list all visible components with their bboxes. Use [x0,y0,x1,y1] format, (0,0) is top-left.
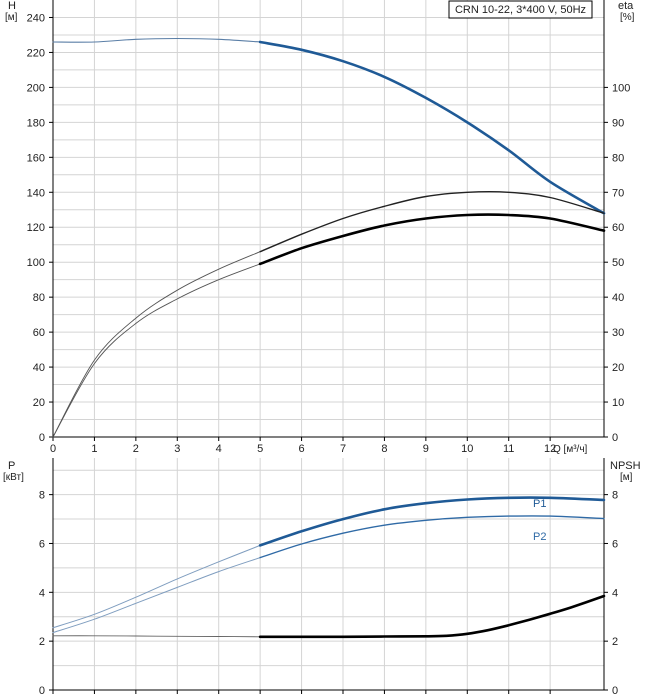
h-axis-label: H [8,0,16,12]
left-tick-label: 20 [33,397,45,409]
left-tick-label: 0 [39,685,45,697]
right-tick-label: 4 [612,587,618,599]
series-line [258,40,606,215]
npsh-axis-label: NPSH [610,460,641,472]
left-tick-label: 2 [39,636,45,648]
legend-p2: P2 [533,531,546,543]
series-line [259,515,605,559]
left-tick-label: 220 [27,47,45,59]
right-tick-label: 6 [612,538,618,550]
series-line [52,544,261,629]
series-line [52,251,261,438]
right-tick-label: 80 [612,152,624,164]
left-tick-label: 40 [33,362,45,374]
series-line [52,263,261,438]
series-line [259,191,605,253]
left-tick-label: 180 [27,117,45,129]
x-tick-label: 5 [257,443,263,455]
series-line [258,213,606,266]
right-tick-label: 2 [612,636,618,648]
x-tick-label: 12 [544,443,556,455]
grid [53,0,604,690]
right-tick-label: 8 [612,490,618,502]
series-line [52,557,261,634]
right-tick-label: 0 [612,685,618,697]
x-tick-label: 11 [503,443,514,455]
series-line [258,496,606,547]
eta-axis-unit: [%] [620,12,635,23]
labels: CRN 10-22, 3*400 V, 50Hz H [м] eta [%] Q… [3,0,641,543]
q-axis-label: Q [м³/ч] [553,444,588,455]
x-tick-label: 8 [381,443,387,455]
h-axis-unit: [м] [5,12,18,23]
left-tick-label: 200 [27,82,45,94]
p-axis-unit: [кВт] [3,472,24,483]
x-tick-label: 10 [461,443,473,455]
x-tick-label: 3 [174,443,180,455]
left-tick-label: 100 [27,257,45,269]
npsh-axis-unit: [м] [620,472,633,483]
right-tick-label: 40 [612,292,624,304]
left-tick-label: 140 [27,187,45,199]
right-tick-label: 0 [612,432,618,444]
right-tick-label: 90 [612,117,624,129]
p-axis-label: P [8,460,15,472]
right-tick-label: 30 [612,327,624,339]
x-tick-label: 1 [91,443,97,455]
legend-p1: P1 [533,498,546,510]
x-tick-label: 4 [216,443,222,455]
left-tick-label: 4 [39,587,45,599]
left-tick-label: 80 [33,292,45,304]
x-tick-label: 7 [340,443,346,455]
x-tick-label: 2 [133,443,139,455]
x-tick-label: 0 [50,443,56,455]
right-tick-label: 100 [612,82,630,94]
left-tick-label: 120 [27,222,45,234]
x-tick-label: 9 [423,443,429,455]
series-line [258,594,606,639]
left-tick-label: 60 [33,327,45,339]
series-line [52,37,261,43]
chart-title: CRN 10-22, 3*400 V, 50Hz [455,4,586,16]
right-tick-label: 20 [612,362,624,374]
axes: 0204060801001201401601802002202400102030… [27,0,630,697]
series-line [52,635,261,638]
right-tick-label: 10 [612,397,624,409]
left-tick-label: 8 [39,490,45,502]
left-tick-label: 240 [27,12,45,24]
left-tick-label: 6 [39,538,45,550]
right-tick-label: 70 [612,187,624,199]
right-tick-label: 60 [612,222,624,234]
title-box [448,0,593,19]
left-tick-label: 160 [27,152,45,164]
eta-axis-label: eta [618,0,634,12]
x-tick-label: 6 [299,443,305,455]
series-lines [52,37,606,639]
left-tick-label: 0 [39,432,45,444]
right-tick-label: 50 [612,257,624,269]
